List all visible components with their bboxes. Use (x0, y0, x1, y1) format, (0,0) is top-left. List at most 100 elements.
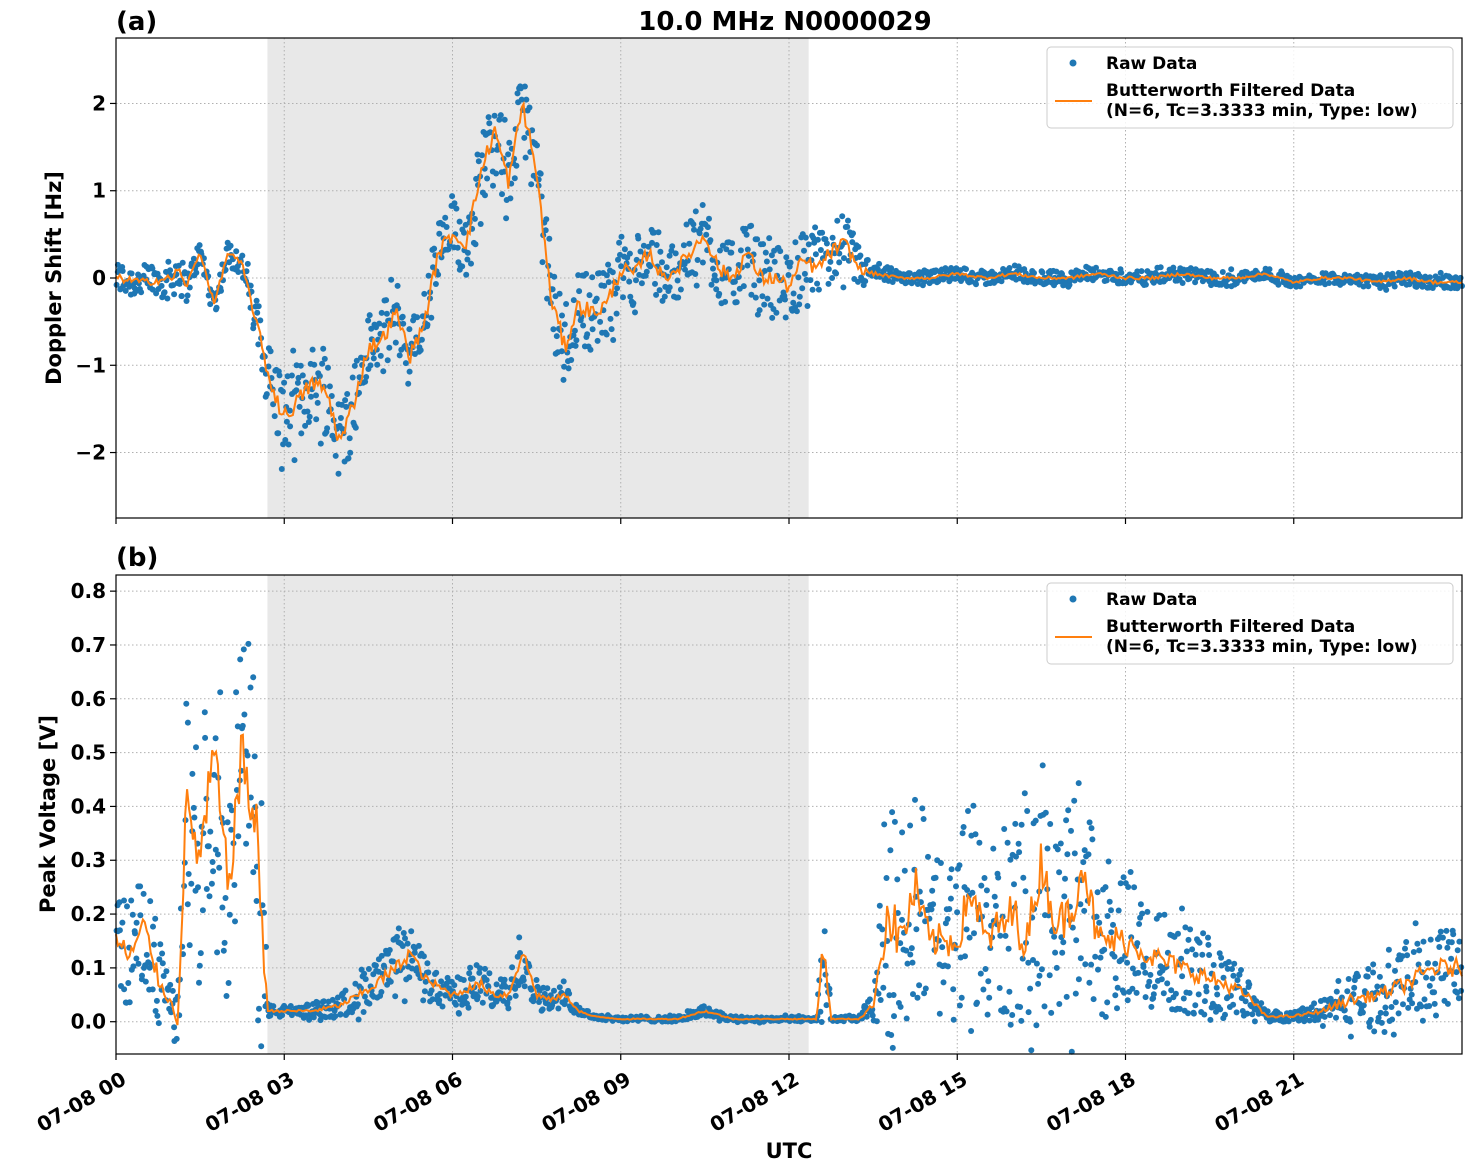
panel-b-raw-point (1006, 988, 1013, 995)
panel-b-raw-point (983, 887, 990, 894)
panel-a-raw-point (864, 257, 871, 263)
panel-b-raw-point (258, 1043, 265, 1050)
panel-b-raw-point (197, 950, 204, 957)
panel-b-raw-point (1007, 856, 1014, 863)
panel-b-raw-point (1129, 985, 1136, 992)
panel-a-raw-point (743, 231, 750, 238)
panel-b-raw-point (1061, 893, 1068, 900)
panel-a-raw-point (815, 286, 822, 293)
panel-b-raw-point (485, 983, 492, 990)
panel-b-raw-point (1112, 975, 1119, 982)
panel-b-raw-point (1185, 1010, 1191, 1017)
panel-a-raw-point (128, 270, 135, 277)
panel-a-raw-point (302, 422, 309, 429)
panel-a-y-axis-label: Doppler Shift [Hz] (42, 171, 66, 385)
panel-b-raw-point (245, 640, 252, 647)
panel-b-raw-point (119, 919, 126, 926)
panel-a-raw-point (766, 266, 773, 273)
panel-b-raw-point (965, 808, 971, 814)
panel-b-raw-point (974, 999, 980, 1006)
panel-b-raw-point (1105, 858, 1112, 865)
panel-a-raw-point (963, 266, 969, 273)
panel-a-raw-point (751, 282, 758, 289)
panel-a-raw-point (804, 303, 811, 309)
panel-b-raw-point (233, 689, 240, 696)
panel-b-raw-point (1071, 850, 1078, 857)
panel-a-raw-point (752, 294, 759, 301)
panel-b-raw-point (137, 912, 144, 919)
panel-b-raw-point (968, 1028, 975, 1034)
panel-b-legend-raw-label: Raw Data (1106, 590, 1197, 610)
panel-a-raw-point (183, 298, 190, 304)
panel-b-raw-point (1180, 995, 1187, 1002)
panel-a-raw-point (316, 373, 323, 379)
panel-b-raw-point (950, 1016, 957, 1023)
panel-b-raw-point (476, 969, 483, 976)
panel-b-raw-point (438, 978, 445, 985)
panel-b-raw-point (1201, 1011, 1208, 1018)
panel-b-raw-point (399, 943, 406, 949)
panel-b-raw-point (1216, 950, 1223, 957)
panel-a-raw-point (343, 403, 350, 410)
panel-a-raw-point (1006, 265, 1013, 271)
panel-b-raw-point (697, 1012, 704, 1019)
panel-a-raw-point (497, 112, 504, 119)
panel-b-raw-point (1306, 1017, 1313, 1024)
panel-b-raw-point (1399, 953, 1406, 960)
panel-b-raw-point (959, 830, 966, 837)
panel-a-raw-point (1360, 283, 1367, 290)
panel-b-raw-point (1444, 1000, 1451, 1007)
panel-b-raw-point (428, 987, 435, 994)
panel-a-raw-point (342, 397, 349, 404)
panel-a-raw-point (563, 301, 570, 307)
panel-a-raw-point (505, 151, 512, 158)
panel-b-raw-point (1137, 901, 1144, 908)
panel-b-raw-point (320, 998, 327, 1005)
panel-a-raw-point (425, 272, 432, 279)
panel-b-raw-point (466, 970, 473, 977)
panel-a-raw-point (456, 218, 463, 225)
panel-a-raw-point (690, 221, 697, 228)
panel-a-filtered-line (115, 100, 1463, 441)
panel-a-raw-point (603, 272, 610, 279)
panel-b-raw-point (1238, 967, 1244, 973)
panel-a-raw-point (647, 263, 654, 270)
panel-b-raw-point (247, 794, 254, 801)
panel-b-raw-point (1125, 884, 1132, 890)
panel-b-raw-point (465, 1004, 472, 1011)
panel-b-raw-point (863, 1013, 870, 1020)
panel-b-raw-point (387, 978, 394, 985)
panel-a-raw-point (135, 271, 142, 278)
panel-a-raw-point (616, 239, 623, 246)
panel-b-raw-point (960, 824, 967, 830)
panel-b-raw-point (372, 962, 379, 969)
panel-a-raw-point (722, 298, 729, 305)
panel-a-raw-point (777, 248, 784, 255)
panel-b-raw-point (866, 996, 873, 1003)
panel-b-raw-point (917, 911, 924, 917)
panel-a-raw-point (686, 240, 693, 247)
panel-a-raw-point (553, 333, 560, 340)
panel-b-raw-point (1319, 1023, 1326, 1029)
panel-b-raw-point (408, 928, 415, 935)
panel-a-raw-point (353, 357, 360, 364)
panel-a-raw-point (560, 376, 567, 383)
x-tick-label-6: 07-08 18 (1042, 1067, 1140, 1137)
panel-a-raw-point (793, 308, 800, 315)
panel-a-raw-point (257, 317, 264, 324)
panel-b-raw-point (502, 983, 509, 990)
panel-a-raw-point (324, 425, 331, 432)
panel-b-raw-point (982, 966, 989, 972)
panel-b-raw-point (1001, 826, 1008, 832)
panel-b-raw-point (1068, 827, 1074, 834)
panel-b-raw-point (456, 1010, 462, 1017)
panel-a-raw-point (605, 261, 612, 268)
panel-a-raw-point (501, 116, 508, 123)
panel-b-raw-point (936, 1010, 943, 1017)
panel-b-raw-point (1134, 940, 1141, 947)
panel-b-raw-point (467, 964, 474, 971)
panel-a-y-tick-label-2: 0 (92, 266, 106, 290)
panel-b-raw-point (224, 819, 231, 826)
panel-b-raw-point (1151, 983, 1158, 990)
panel-b-raw-point (1222, 1011, 1228, 1018)
